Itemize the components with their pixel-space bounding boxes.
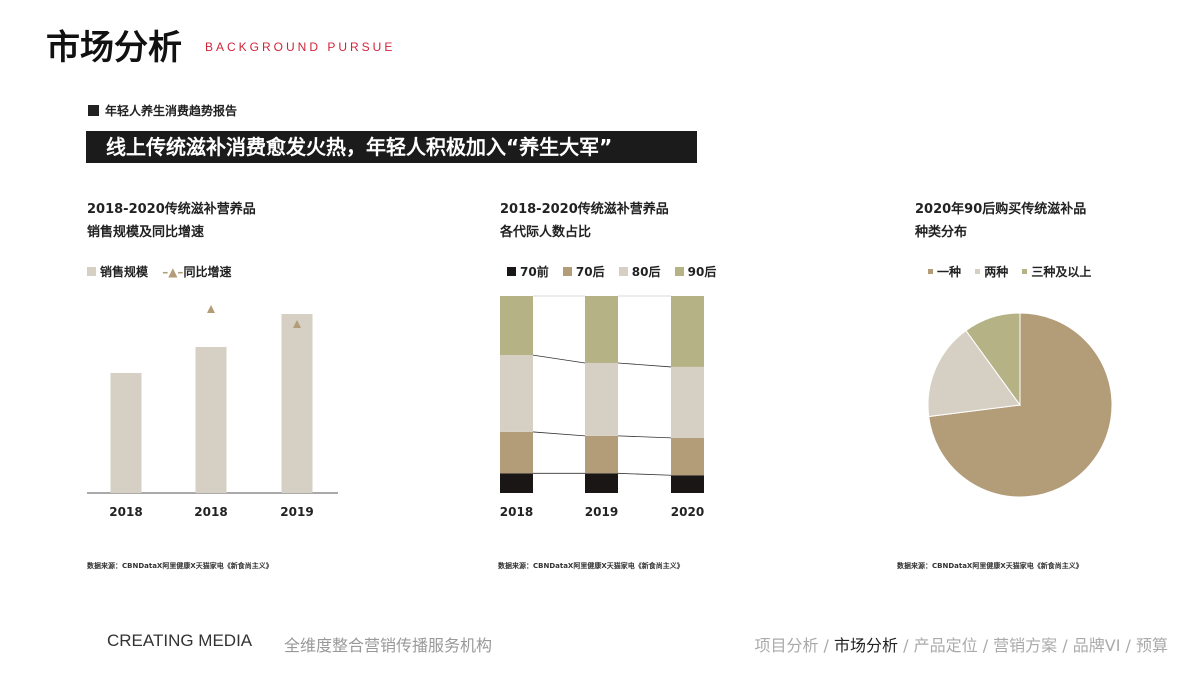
legend-label: 一种 — [937, 265, 962, 279]
chart3-slice-三种及以上 — [965, 312, 1021, 407]
chart2-segment-2018-80后 — [500, 355, 533, 432]
legend-swatch — [507, 267, 516, 276]
chart2-segment-2020-70前 — [671, 475, 704, 493]
background-watermark-text: BACKGROUND PURSUE — [205, 40, 396, 54]
chart2-segment-2019-90后 — [585, 296, 618, 363]
chart2-title: 2018-2020传统滋补营养品 各代际人数占比 — [500, 198, 669, 244]
nav-item-4[interactable]: 品牌VI — [1072, 636, 1121, 655]
chart2-connector-line — [617, 472, 672, 476]
footer-brand: CREATING MEDIA — [107, 631, 253, 650]
legend-label: 90后 — [687, 265, 717, 279]
chart3-slice-两种 — [927, 329, 1021, 418]
report-label-text: 年轻人养生消费趋势报告 — [105, 104, 238, 118]
chart2-segment-2018-70前 — [500, 473, 533, 493]
chart2-connector-line — [617, 362, 672, 368]
chart1-growth-marker-1 — [207, 305, 215, 313]
nav-item-5[interactable]: 预算 — [1135, 636, 1168, 655]
report-label: 年轻人养生消费趋势报告 — [88, 102, 237, 119]
chart2-source: 数据来源：CBNDataX阿里健康X天猫家电《新食尚主义》 — [498, 562, 684, 570]
chart3-title-line2: 种类分布 — [915, 225, 968, 240]
legend-label: 两种 — [984, 265, 1009, 279]
legend-swatch — [562, 267, 572, 276]
chart1-title: 2018-2020传统滋补营养品 销售规模及同比增速 — [87, 198, 256, 244]
chart2-segment-2020-80后 — [671, 366, 704, 438]
nav-item-2[interactable]: 产品定位 — [913, 636, 978, 655]
chart1-source: 数据来源：CBNDataX阿里健康X天猫家电《新食尚主义》 — [87, 562, 273, 570]
legend-swatch — [975, 269, 981, 274]
chart2-connector-line — [617, 435, 672, 439]
square-bullet-icon — [88, 105, 99, 116]
headline-banner: 线上传统滋补消费愈发火热，年轻人积极加入“养生大军” — [86, 131, 697, 163]
chart2-title-line2: 各代际人数占比 — [500, 225, 592, 240]
legend-swatch — [674, 267, 684, 276]
chart2-x-tick-1: 2019 — [585, 505, 618, 519]
nav-separator: / — [1120, 636, 1136, 655]
chart2-segment-2019-70前 — [585, 473, 618, 493]
chart2-x-tick-0: 2018 — [500, 505, 533, 519]
chart3-title: 2020年90后购买传统滋补品 种类分布 — [915, 198, 1086, 244]
chart1-title-line1: 2018-2020传统滋补营养品 — [87, 202, 256, 217]
chart1-bar-0 — [110, 373, 142, 493]
chart2-segment-2019-70后 — [585, 435, 618, 474]
chart1-title-line2: 销售规模及同比增速 — [87, 225, 205, 240]
chart2-segment-2020-90后 — [671, 296, 704, 367]
chart1-x-tick-2: 2019 — [280, 505, 313, 519]
nav-item-3[interactable]: 营销方案 — [993, 636, 1058, 655]
chart1-bar-2 — [281, 314, 313, 493]
chart2-x-tick-2: 2020 — [671, 505, 704, 519]
chart3-legend: 一种 两种 三种及以上 — [928, 263, 1101, 280]
chart2-segment-2018-90后 — [500, 296, 533, 356]
nav-separator: / — [898, 636, 914, 655]
chart1-x-tick-0: 2018 — [109, 505, 142, 519]
chart2-connector-line — [532, 431, 586, 437]
legend-label: 销售规模 — [100, 265, 149, 279]
nav-separator: / — [1057, 636, 1073, 655]
legend-label: 同比增速 — [183, 265, 232, 279]
footer-slogan: 全维度整合营销传播服务机构 — [284, 636, 493, 655]
chart1-legend: 销售规模 –▲–同比增速 — [87, 263, 241, 280]
legend-swatch — [928, 269, 933, 274]
chart2-connector-line — [532, 354, 586, 364]
legend-label: 70后 — [575, 265, 605, 279]
chart1-bar-1 — [195, 347, 227, 493]
legend-label: 70前 — [520, 265, 549, 279]
legend-swatch — [618, 267, 628, 276]
section-nav: 项目分析 / 市场分析 / 产品定位 / 营销方案 / 品牌VI / 预算 — [754, 632, 1168, 656]
chart1-growth-marker-2 — [293, 320, 301, 328]
chart2-segment-2020-70后 — [671, 437, 704, 476]
chart2-segment-2019-80后 — [585, 362, 618, 436]
triangle-line-icon: –▲– — [162, 265, 184, 279]
legend-label: 三种及以上 — [1031, 265, 1092, 279]
chart3-title-line1: 2020年90后购买传统滋补品 — [915, 202, 1087, 217]
page-title: 市场分析 — [46, 28, 182, 68]
nav-item-1[interactable]: 市场分析 — [834, 636, 899, 655]
nav-separator: / — [818, 636, 835, 655]
chart1-x-tick-1: 2018 — [194, 505, 227, 519]
chart2-title-line1: 2018-2020传统滋补营养品 — [500, 202, 669, 217]
nav-separator: / — [977, 636, 994, 655]
legend-label: 80后 — [631, 265, 661, 279]
legend-swatch — [1022, 269, 1028, 274]
chart3-source: 数据来源：CBNDataX阿里健康X天猫家电《新食尚主义》 — [897, 562, 1083, 570]
legend-swatch — [87, 267, 96, 276]
chart2-legend: 70前 70后 80后 90后 — [507, 263, 726, 280]
nav-item-0[interactable]: 项目分析 — [754, 636, 819, 655]
chart2-segment-2018-70后 — [500, 431, 533, 474]
